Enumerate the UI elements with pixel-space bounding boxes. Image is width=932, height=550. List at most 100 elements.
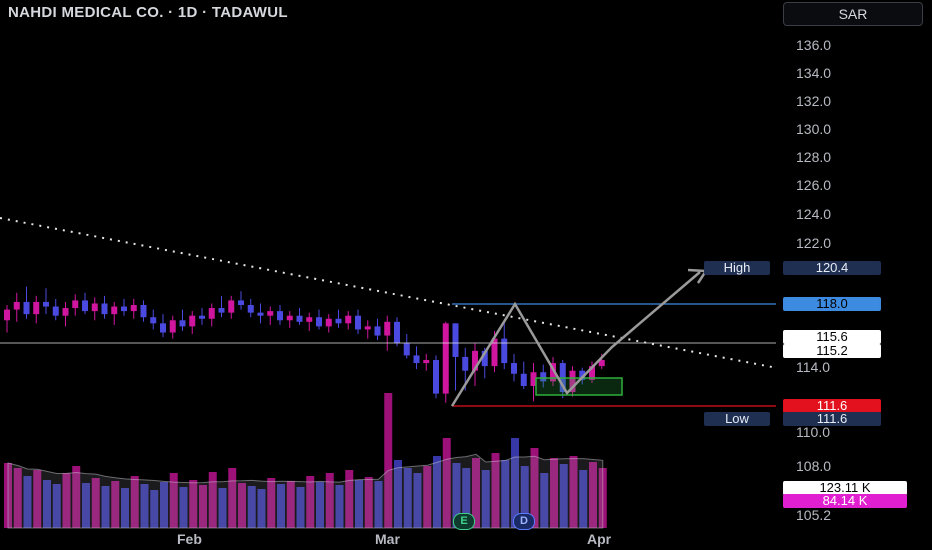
volume-bar <box>472 458 480 528</box>
volume-bar <box>228 468 237 528</box>
candle-body <box>501 338 508 364</box>
candle-body <box>218 308 225 313</box>
volume-bar <box>208 472 217 528</box>
volume-bar <box>413 473 422 528</box>
candle-body <box>238 300 244 305</box>
volume-bar <box>62 473 71 528</box>
candle-body <box>150 317 157 324</box>
dividend-event-icon[interactable]: D <box>513 513 535 530</box>
candle-body <box>140 305 147 318</box>
candle-body <box>394 321 400 344</box>
volume-bar <box>43 480 51 528</box>
volume-bar <box>277 484 285 528</box>
volume-bar <box>491 453 500 528</box>
volume-ma-area <box>7 453 604 529</box>
volume-bar <box>101 486 110 528</box>
candle-body <box>228 300 235 313</box>
volume-bar <box>452 463 461 528</box>
price-tick: 122.0 <box>796 235 832 251</box>
volume-bar <box>286 481 295 528</box>
last-price-tag: 115.2 <box>783 344 881 358</box>
price-tick: 130.0 <box>796 121 832 137</box>
candle-body <box>462 356 469 371</box>
candle-body <box>199 315 205 319</box>
price-tick: 128.0 <box>796 149 832 165</box>
volume-bar <box>345 470 354 528</box>
candle-body <box>355 315 361 330</box>
candle-body <box>111 306 118 315</box>
candle-body <box>91 303 98 312</box>
volume-bar <box>511 438 519 528</box>
candle-body <box>179 320 186 327</box>
candle-body <box>472 350 478 371</box>
volume-bar <box>52 484 61 528</box>
price-tick: 114.0 <box>796 359 830 375</box>
candle-body <box>364 326 371 330</box>
volume-bar <box>130 476 139 528</box>
candle-body <box>62 308 69 316</box>
volume-bar <box>530 448 539 528</box>
candle-body <box>121 306 127 312</box>
volume-bar <box>462 468 471 528</box>
candle-body <box>335 318 342 324</box>
candle-body <box>33 301 40 315</box>
candlesticks <box>4 286 605 403</box>
candle-body <box>247 305 254 313</box>
earnings-event-icon[interactable]: E <box>453 513 475 530</box>
volume-bar <box>374 481 383 528</box>
volume-bar <box>72 466 81 528</box>
candle-body <box>267 311 274 316</box>
volume-bar <box>140 484 149 528</box>
candle-body <box>374 326 381 336</box>
volume-bar <box>267 478 276 528</box>
low-value-tag: 111.6 <box>783 412 881 426</box>
volume-bar <box>33 470 42 528</box>
candle-body <box>169 320 176 333</box>
volume-bar <box>257 489 266 528</box>
volume-bar <box>559 464 568 528</box>
candle-body <box>384 321 391 336</box>
candle-body <box>189 315 196 327</box>
price-tick: 126.0 <box>796 177 832 193</box>
high-label: High <box>704 261 770 275</box>
volume-bar <box>384 393 393 528</box>
volume-bar <box>423 466 432 528</box>
volume-bar <box>403 468 412 528</box>
volume-bars <box>4 393 607 528</box>
candle-body <box>423 360 430 364</box>
symbol-title[interactable]: NAHDI MEDICAL CO. · 1D · TADAWUL <box>8 4 288 21</box>
volume-bar <box>589 462 597 528</box>
volume-bar <box>91 478 100 528</box>
volume-bar <box>111 481 120 528</box>
volume-bar <box>218 488 227 528</box>
volume-bar <box>316 482 324 528</box>
volume-bar <box>247 486 256 528</box>
volume-bar <box>160 482 168 528</box>
volume-bar <box>394 460 402 528</box>
price-tick: 124.0 <box>796 206 832 222</box>
candle-body <box>101 303 108 315</box>
candle-body <box>316 317 322 327</box>
currency-button[interactable]: SAR <box>783 2 923 26</box>
support-value-tag: 111.6 <box>783 399 881 413</box>
candle-body <box>43 301 49 307</box>
candle-body <box>277 311 283 321</box>
volume-bar <box>520 466 529 528</box>
candle-body <box>208 308 215 319</box>
price-tick: 105.2 <box>796 507 832 523</box>
candle-body <box>511 363 517 374</box>
volume-bar <box>296 487 305 528</box>
volume-ma-value-tag: 84.14 K <box>783 494 907 508</box>
candle-body <box>569 370 576 393</box>
candle-body <box>413 355 420 364</box>
candle-body <box>130 305 137 312</box>
pattern-path <box>450 271 701 407</box>
low-label: Low <box>704 412 770 426</box>
time-tick: Mar <box>375 531 400 547</box>
candle-body <box>52 306 59 316</box>
candle-body <box>589 366 595 380</box>
volume-value-tag: 123.11 K <box>783 481 907 495</box>
price-tick: 134.0 <box>796 65 832 81</box>
candle-body <box>325 318 332 327</box>
